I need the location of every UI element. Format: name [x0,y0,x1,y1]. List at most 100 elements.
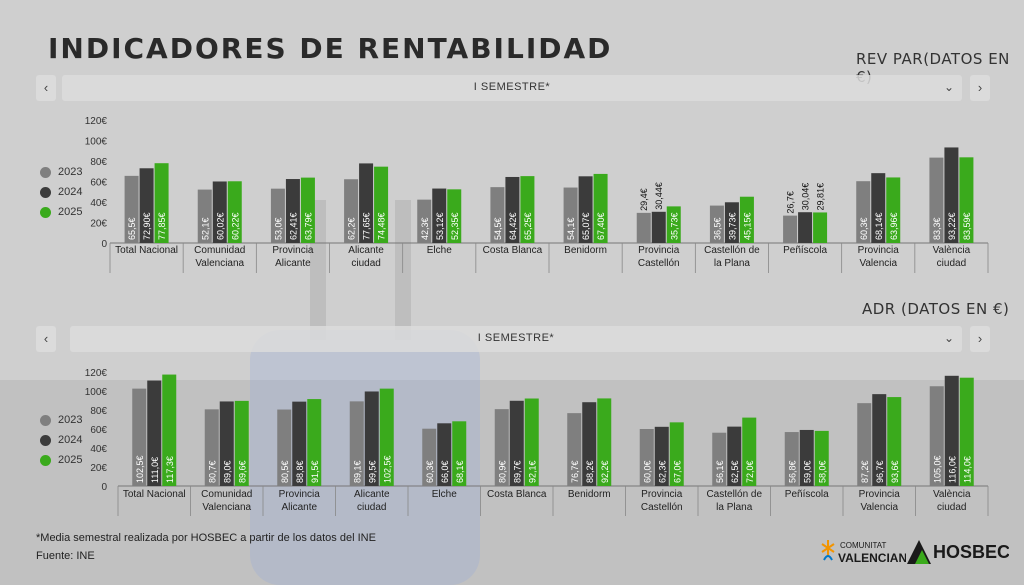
bar-2023 [124,175,139,243]
source-note: Fuente: INE [36,550,95,562]
bar-value-label: 64,42€ [508,212,518,240]
legend-label: 2024 [58,186,83,198]
adr-prev-button[interactable]: ‹ [36,326,56,352]
chevron-left-icon: ‹ [43,80,49,95]
bar-2024 [654,426,669,486]
bar-value-label: 62,41€ [288,212,298,240]
x-category-label: Provincia Castellón [638,245,680,269]
footnote: *Media semestral realizada por HOSBEC a … [36,532,376,544]
bar-value-label: 65,07€ [581,212,591,240]
bar-2023 [490,187,505,243]
logo-text: VALENCIANA [838,551,906,565]
bar-value-label: 114,0€ [962,456,972,483]
bar-value-label: 54,1€ [566,217,576,240]
bar-value-label: 72,0€ [745,460,755,483]
bar-value-label: 83,3€ [932,217,942,240]
bar-value-label: 77,85€ [157,212,167,240]
x-category-label: Alicante ciudad [348,245,384,269]
legend-label: 2023 [58,166,83,178]
adr-next-button[interactable]: › [970,326,990,352]
bar-2023 [494,409,509,486]
logo-text: HOSBEC [933,542,1009,562]
legend-label: 2023 [58,414,83,426]
revpar-period-select[interactable]: I SEMESTRE* ⌄ [62,75,962,101]
bar-2023 [417,199,432,243]
bar-value-label: 62,3€ [657,460,667,483]
bar-2024 [437,423,452,486]
y-tick-label: 120€ [85,116,108,127]
x-category-label: Provincia Castellón [641,489,683,513]
x-category-label: Comunidad Valenciana [194,245,245,269]
revpar-period-value: I SEMESTRE* [473,81,551,93]
bar-value-label: 80,7€ [207,460,217,483]
bar-value-label: 76,7€ [570,460,580,483]
bar-2025 [234,400,249,486]
adr-period-select[interactable]: I SEMESTRE* ⌄ [70,326,962,352]
x-category-label: Comunidad Valenciana [201,489,252,513]
bar-value-label: 30,44€ [654,182,664,210]
bar-2023 [197,189,212,243]
bar-2024 [944,375,959,486]
bar-value-label: 67,0€ [672,460,682,483]
revpar-prev-button[interactable]: ‹ [36,75,56,101]
bar-2024 [578,176,593,243]
legend-swatch-2025 [40,207,51,218]
bar-value-label: 93,22€ [947,212,957,240]
bar-value-label: 99,5€ [367,460,377,483]
bar-2025 [666,206,681,243]
bar-value-label: 117,3€ [165,456,175,483]
x-category-label: València ciudad [933,245,971,269]
bar-value-label: 60,3€ [425,460,435,483]
y-tick-label: 0 [101,482,107,493]
bar-value-label: 102,5€ [135,455,145,483]
bar-2025 [300,177,315,243]
y-tick-label: 80€ [90,406,107,417]
bar-2025 [887,397,902,486]
x-category-label: Costa Blanca [483,245,543,256]
x-category-label: Alicante ciudad [354,489,390,513]
bar-value-label: 62,5€ [730,460,740,483]
bar-value-label: 65,5€ [127,217,137,240]
bar-2024 [582,402,597,486]
x-category-label: Elche [432,489,457,500]
bar-2024 [505,176,520,243]
bar-2024 [799,429,814,486]
page-title: INDICADORES DE RENTABILIDAD [48,32,613,65]
bar-2024 [139,168,154,243]
bar-2024 [359,163,374,243]
bar-2024 [944,147,959,243]
bar-value-label: 56,1€ [715,460,725,483]
bar-2024 [509,400,524,486]
bar-2023 [567,413,582,486]
revpar-next-button[interactable]: › [970,75,990,101]
x-category-label: Elche [427,245,452,256]
x-category-label: Peñíscola [783,245,827,256]
x-category-label: Benidorm [564,245,607,256]
bar-value-label: 36,5€ [712,217,722,240]
bar-2024 [871,173,886,243]
bar-value-label: 72,90€ [142,212,152,240]
bar-value-label: 102,5€ [382,455,392,483]
legend-swatch-2023 [40,415,51,426]
y-tick-label: 100€ [85,137,108,148]
bar-value-label: 60,3€ [859,217,869,240]
bar-2023 [344,179,359,243]
bar-2023 [132,388,147,486]
bar-2025 [452,421,467,486]
bar-2023 [929,386,944,486]
bar-value-label: 92,1€ [527,460,537,483]
x-category-label: Provincia Alicante [279,489,321,513]
comunitat-valenciana-logo: COMUNITAT VALENCIANA [821,540,906,565]
y-tick-label: 100€ [85,387,108,398]
y-tick-label: 40€ [90,444,107,455]
bar-2025 [154,163,169,243]
bar-2023 [856,181,871,243]
x-category-label: Provincia Alicante [272,245,314,269]
bar-2023 [784,432,799,486]
x-category-label: Peñíscola [785,489,829,500]
bar-2023 [349,401,364,486]
adr-period-value: I SEMESTRE* [477,332,555,344]
bar-2024 [212,181,227,243]
bar-value-label: 116,0€ [947,456,957,483]
bar-value-label: 88,2€ [585,460,595,483]
